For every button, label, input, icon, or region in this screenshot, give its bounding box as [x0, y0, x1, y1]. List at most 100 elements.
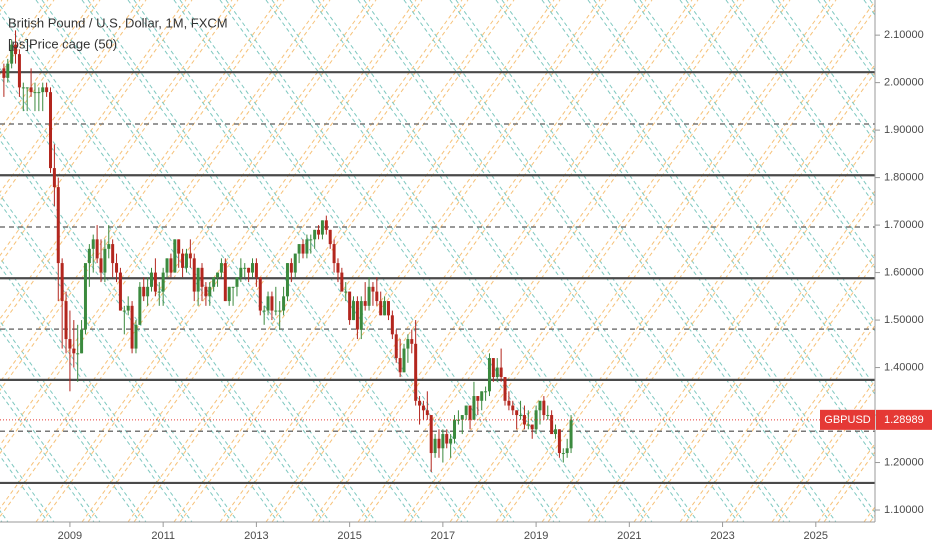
diagonal-teal: [0, 257, 193, 522]
candle-body: [107, 244, 111, 249]
candle-body: [25, 87, 29, 89]
plot-area: [0, 30, 875, 485]
candle-body: [153, 272, 157, 292]
price-badge: [876, 409, 932, 430]
candle-body: [103, 248, 107, 273]
candle-body: [2, 68, 6, 78]
diagonal-orange: [179, 0, 561, 522]
candle-body: [192, 258, 196, 292]
candle-body: [285, 263, 289, 297]
diagonal-teal: [777, 0, 875, 135]
candle-body: [29, 87, 33, 93]
candle-body: [445, 434, 449, 444]
cage-diagonals: [0, 0, 875, 522]
candle-body: [460, 415, 464, 420]
candle-body: [76, 353, 80, 355]
candle-body: [317, 229, 321, 235]
y-tick-label: 1.20000: [884, 456, 924, 468]
x-tick-label: 2013: [244, 530, 268, 542]
diagonal-orange: [357, 0, 739, 522]
candle-body: [297, 244, 301, 254]
candle-body: [115, 263, 119, 273]
x-tick-label: 2015: [337, 530, 361, 542]
candle-body: [328, 229, 332, 245]
diagonal-orange: [0, 0, 285, 391]
candle-body: [52, 168, 56, 188]
candle-body: [258, 277, 262, 311]
candle-body: [216, 272, 220, 278]
diagonal-teal: [731, 0, 875, 198]
candle-body: [421, 405, 425, 411]
y-tick-label: 1.40000: [884, 361, 924, 373]
candle-body: [522, 415, 526, 425]
candle-body: [204, 286, 208, 297]
candle-body: [10, 44, 14, 64]
candle-body: [565, 448, 569, 454]
diagonal-orange: [725, 316, 875, 522]
last-price-label: 1.28989: [884, 414, 924, 426]
indicator-label: [ps]Price cage (50): [8, 36, 117, 51]
candle-body: [336, 263, 340, 273]
diagonal-orange: [363, 0, 745, 522]
diagonal-orange: [311, 0, 693, 522]
y-tick-label: 1.80000: [884, 172, 924, 184]
symbol-badge: [820, 409, 875, 430]
candle-body: [554, 429, 558, 435]
candle-body: [375, 291, 379, 302]
diagonal-orange: [541, 63, 875, 522]
candle-body: [449, 438, 453, 444]
candle-body: [293, 253, 297, 273]
candle-body: [177, 239, 181, 254]
candle-body: [6, 63, 10, 78]
candle-body: [320, 220, 324, 235]
diagonal-teal: [0, 455, 49, 522]
candle-body: [72, 348, 76, 354]
candle-body: [534, 410, 538, 430]
candle-body: [247, 267, 251, 273]
candle-body: [530, 424, 534, 430]
diagonal-orange: [685, 261, 875, 522]
candle-body: [282, 296, 286, 311]
candle-body: [56, 187, 60, 264]
candle-body: [538, 400, 542, 411]
diagonal-orange: [409, 0, 791, 522]
candle-body: [223, 263, 227, 302]
diagonal-orange: [87, 0, 469, 522]
candle-body: [468, 405, 472, 420]
diagonal-orange: [449, 0, 831, 522]
candle-body: [134, 324, 138, 349]
candle-body: [126, 305, 130, 311]
diagonal-orange: [633, 190, 875, 522]
diagonal-teal: [685, 0, 875, 261]
diagonal-teal: [593, 0, 875, 387]
diagonal-orange: [0, 0, 331, 455]
diagonal-orange: [0, 0, 101, 139]
candle-body: [181, 253, 185, 268]
candle-body: [515, 410, 519, 416]
diagonal-orange: [587, 126, 875, 522]
diagonal-orange: [403, 0, 785, 522]
candle-body: [484, 391, 488, 393]
candle-body: [507, 400, 511, 406]
diagonal-orange: [0, 0, 233, 320]
diagonal-orange: [0, 0, 325, 446]
candle-body: [68, 339, 72, 349]
candle-body: [569, 419, 573, 449]
candle-body: [464, 405, 468, 416]
diagonal-orange: [41, 0, 423, 522]
candle-body: [278, 310, 282, 312]
candle-body: [235, 277, 239, 287]
diagonal-orange: [0, 0, 49, 67]
candle-body: [208, 286, 212, 297]
candle-body: [196, 267, 200, 292]
candle-body: [476, 396, 480, 401]
candle-body: [118, 272, 122, 311]
diagonal-teal: [0, 383, 101, 522]
candle-body: [546, 415, 550, 417]
candle-body: [146, 286, 150, 297]
diagonal-orange: [547, 71, 875, 522]
candle-body: [550, 415, 554, 435]
candle-body: [332, 244, 336, 264]
candle-body: [138, 286, 142, 325]
